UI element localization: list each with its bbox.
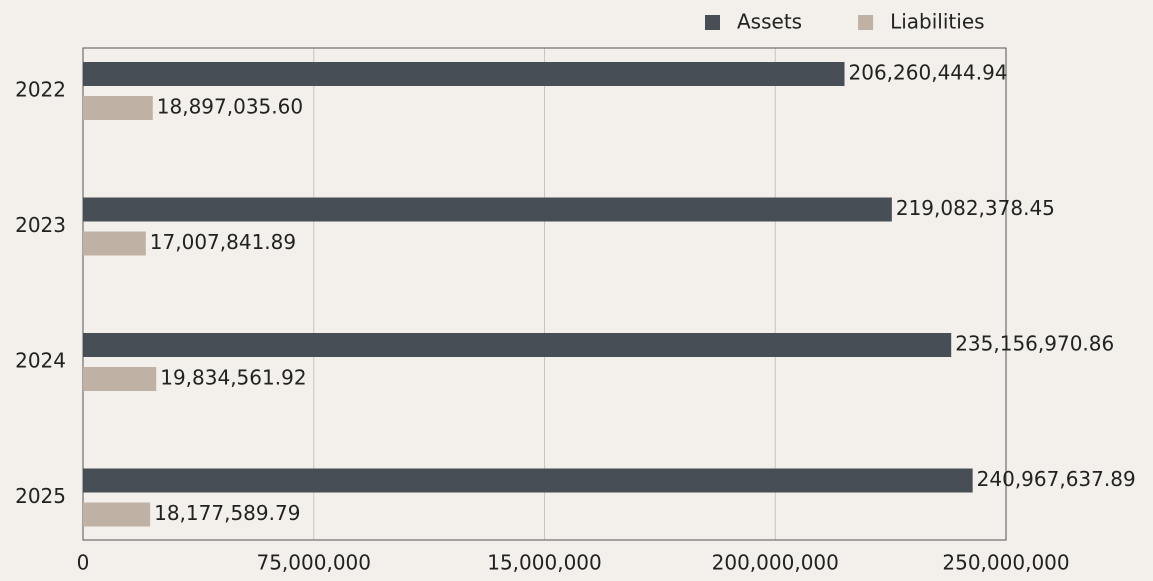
bar	[83, 62, 845, 86]
legend-label: Assets	[737, 10, 802, 34]
legend-swatch	[858, 15, 874, 30]
plot-frame	[82, 47, 1007, 541]
bar	[83, 197, 892, 222]
value-label: 219,082,378.45	[896, 196, 1055, 220]
value-label: 235,156,970.86	[955, 332, 1114, 356]
value-label: 18,177,589.79	[154, 501, 300, 525]
y-tick-label: 2023	[15, 213, 66, 237]
x-tick-label: 250,000,000	[942, 551, 1069, 575]
bar	[83, 468, 973, 493]
y-tick-label: 2025	[15, 484, 66, 508]
y-tick-label: 2024	[15, 349, 66, 373]
bar	[83, 96, 153, 120]
bar	[83, 367, 157, 391]
bar	[83, 231, 146, 256]
x-tick-label: 0	[77, 551, 90, 575]
value-label: 19,834,561.92	[160, 366, 306, 390]
value-label: 18,897,035.60	[157, 95, 303, 119]
x-tick-label: 200,000,000	[712, 551, 839, 575]
value-label: 240,967,637.89	[977, 467, 1136, 491]
legend-label: Liabilities	[890, 10, 984, 34]
bar	[83, 502, 151, 527]
bar	[83, 333, 952, 357]
x-tick-label: 15,000,000	[487, 551, 602, 575]
x-tick-label: 75,000,000	[256, 551, 371, 575]
value-label: 206,260,444.94	[849, 61, 1008, 85]
legend-swatch	[705, 15, 720, 30]
value-label: 17,007,841.89	[150, 230, 296, 254]
y-tick-label: 2022	[15, 78, 66, 102]
